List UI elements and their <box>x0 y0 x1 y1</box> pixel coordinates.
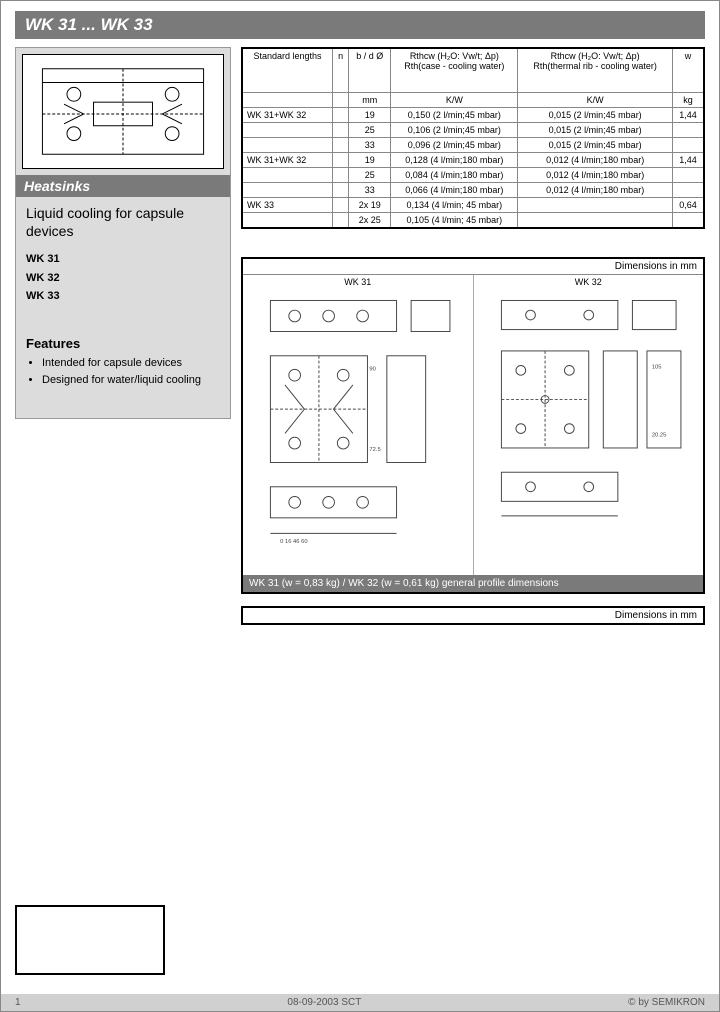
wk32-label: WK 32 <box>571 277 606 287</box>
table-cell: 0,015 (2 l/min;45 mbar) <box>518 107 673 122</box>
table-cell: 0,012 (4 l/min;180 mbar) <box>518 167 673 182</box>
footer-copyright: © by SEMIKRON <box>628 997 705 1008</box>
table-cell: 0,134 (4 l/min; 45 mbar) <box>391 197 518 212</box>
table-cell: 1,44 <box>672 107 704 122</box>
wk31-drawing: 0 16 46 60 90 72.5 <box>243 275 472 572</box>
table-cell: WK 33 <box>242 197 332 212</box>
svg-text:72.5: 72.5 <box>369 446 380 452</box>
col-w: w <box>672 48 704 92</box>
table-cell: WK 31+WK 32 <box>242 107 332 122</box>
unit-kg: kg <box>672 92 704 107</box>
page-footer: 1 08-09-2003 SCT © by SEMIKRON <box>1 994 719 1011</box>
table-cell <box>332 182 348 197</box>
feature-item: Intended for capsule devices <box>42 355 220 372</box>
table-cell: WK 31+WK 32 <box>242 152 332 167</box>
table-cell: 19 <box>349 107 391 122</box>
col-bd: b / d Ø <box>349 48 391 92</box>
col-n: n <box>332 48 348 92</box>
table-cell <box>332 197 348 212</box>
table-cell: 0,106 (2 l/min;45 mbar) <box>391 122 518 137</box>
svg-text:0 16 46 60: 0 16 46 60 <box>280 539 307 545</box>
table-cell <box>672 167 704 182</box>
footer-date: 08-09-2003 SCT <box>21 997 629 1008</box>
table-cell: 33 <box>349 137 391 152</box>
table-cell <box>332 167 348 182</box>
table-cell <box>242 182 332 197</box>
table-cell: 19 <box>349 152 391 167</box>
features-heading: Features <box>26 336 220 351</box>
table-cell: 2x 25 <box>349 212 391 228</box>
col-rth1: Rthcw (H₂O: Vw/t; Δp)Rth(case - cooling … <box>391 48 518 92</box>
table-cell: 0,105 (4 l/min; 45 mbar) <box>391 212 518 228</box>
col-rth2: Rthcw (H₂O: Vw/t; Δp)Rth(thermal rib - c… <box>518 48 673 92</box>
table-cell <box>332 137 348 152</box>
dimensions-figure-2: Dimensions in mm <box>241 606 705 625</box>
table-cell: 33 <box>349 182 391 197</box>
table-cell <box>242 167 332 182</box>
bottom-empty-box <box>15 905 165 975</box>
table-cell <box>672 122 704 137</box>
unit-mm: mm <box>349 92 391 107</box>
table-cell <box>242 212 332 228</box>
table-cell: 25 <box>349 167 391 182</box>
subtitle: Liquid cooling for capsule devices <box>26 205 220 240</box>
table-cell <box>242 122 332 137</box>
table-cell: 2x 19 <box>349 197 391 212</box>
col-lengths: Standard lengths <box>242 48 332 92</box>
svg-text:105: 105 <box>651 364 661 370</box>
section-label: Heatsinks <box>16 175 230 197</box>
table-cell: 0,084 (4 l/min;180 mbar) <box>391 167 518 182</box>
wk31-label: WK 31 <box>340 277 375 287</box>
table-cell <box>518 197 673 212</box>
dimensions-figure: Dimensions in mm WK 31 <box>241 257 705 594</box>
model-item: WK 32 <box>26 269 220 288</box>
dimensions-header-2: Dimensions in mm <box>243 608 703 623</box>
table-cell: 0,015 (2 l/min;45 mbar) <box>518 122 673 137</box>
unit-kw1: K/W <box>391 92 518 107</box>
svg-text:90: 90 <box>369 366 375 372</box>
table-cell <box>332 107 348 122</box>
model-list: WK 31 WK 32 WK 33 <box>26 250 220 306</box>
table-cell <box>242 137 332 152</box>
thumbnail-drawing <box>22 54 224 169</box>
table-cell: 0,150 (2 l/min;45 mbar) <box>391 107 518 122</box>
features-list: Intended for capsule devices Designed fo… <box>26 355 220 388</box>
table-cell <box>332 122 348 137</box>
spec-table: Standard lengths n b / d Ø Rthcw (H₂O: V… <box>241 47 705 229</box>
table-cell <box>672 137 704 152</box>
table-cell: 0,128 (4 l/min;180 mbar) <box>391 152 518 167</box>
table-cell: 25 <box>349 122 391 137</box>
title-bar: WK 31 ... WK 33 <box>15 11 705 39</box>
model-item: WK 31 <box>26 250 220 269</box>
table-cell <box>672 212 704 228</box>
dimensions-header: Dimensions in mm <box>243 259 703 275</box>
table-cell: 1,44 <box>672 152 704 167</box>
table-cell <box>332 212 348 228</box>
feature-item: Designed for water/liquid cooling <box>42 372 220 389</box>
table-cell <box>672 182 704 197</box>
model-item: WK 33 <box>26 287 220 306</box>
wk32-drawing: 105 20.25 <box>474 275 703 572</box>
table-cell: 0,64 <box>672 197 704 212</box>
table-cell <box>518 212 673 228</box>
table-cell: 0,096 (2 l/min;45 mbar) <box>391 137 518 152</box>
svg-text:20.25: 20.25 <box>651 432 666 438</box>
dimensions-caption: WK 31 (w = 0,83 kg) / WK 32 (w = 0,61 kg… <box>243 575 703 592</box>
table-cell: 0,012 (4 l/min;180 mbar) <box>518 152 673 167</box>
unit-kw2: K/W <box>518 92 673 107</box>
table-cell: 0,012 (4 l/min;180 mbar) <box>518 182 673 197</box>
table-cell: 0,015 (2 l/min;45 mbar) <box>518 137 673 152</box>
table-cell <box>332 152 348 167</box>
sidebar: Heatsinks Liquid cooling for capsule dev… <box>15 47 231 419</box>
table-cell: 0,066 (4 l/min;180 mbar) <box>391 182 518 197</box>
